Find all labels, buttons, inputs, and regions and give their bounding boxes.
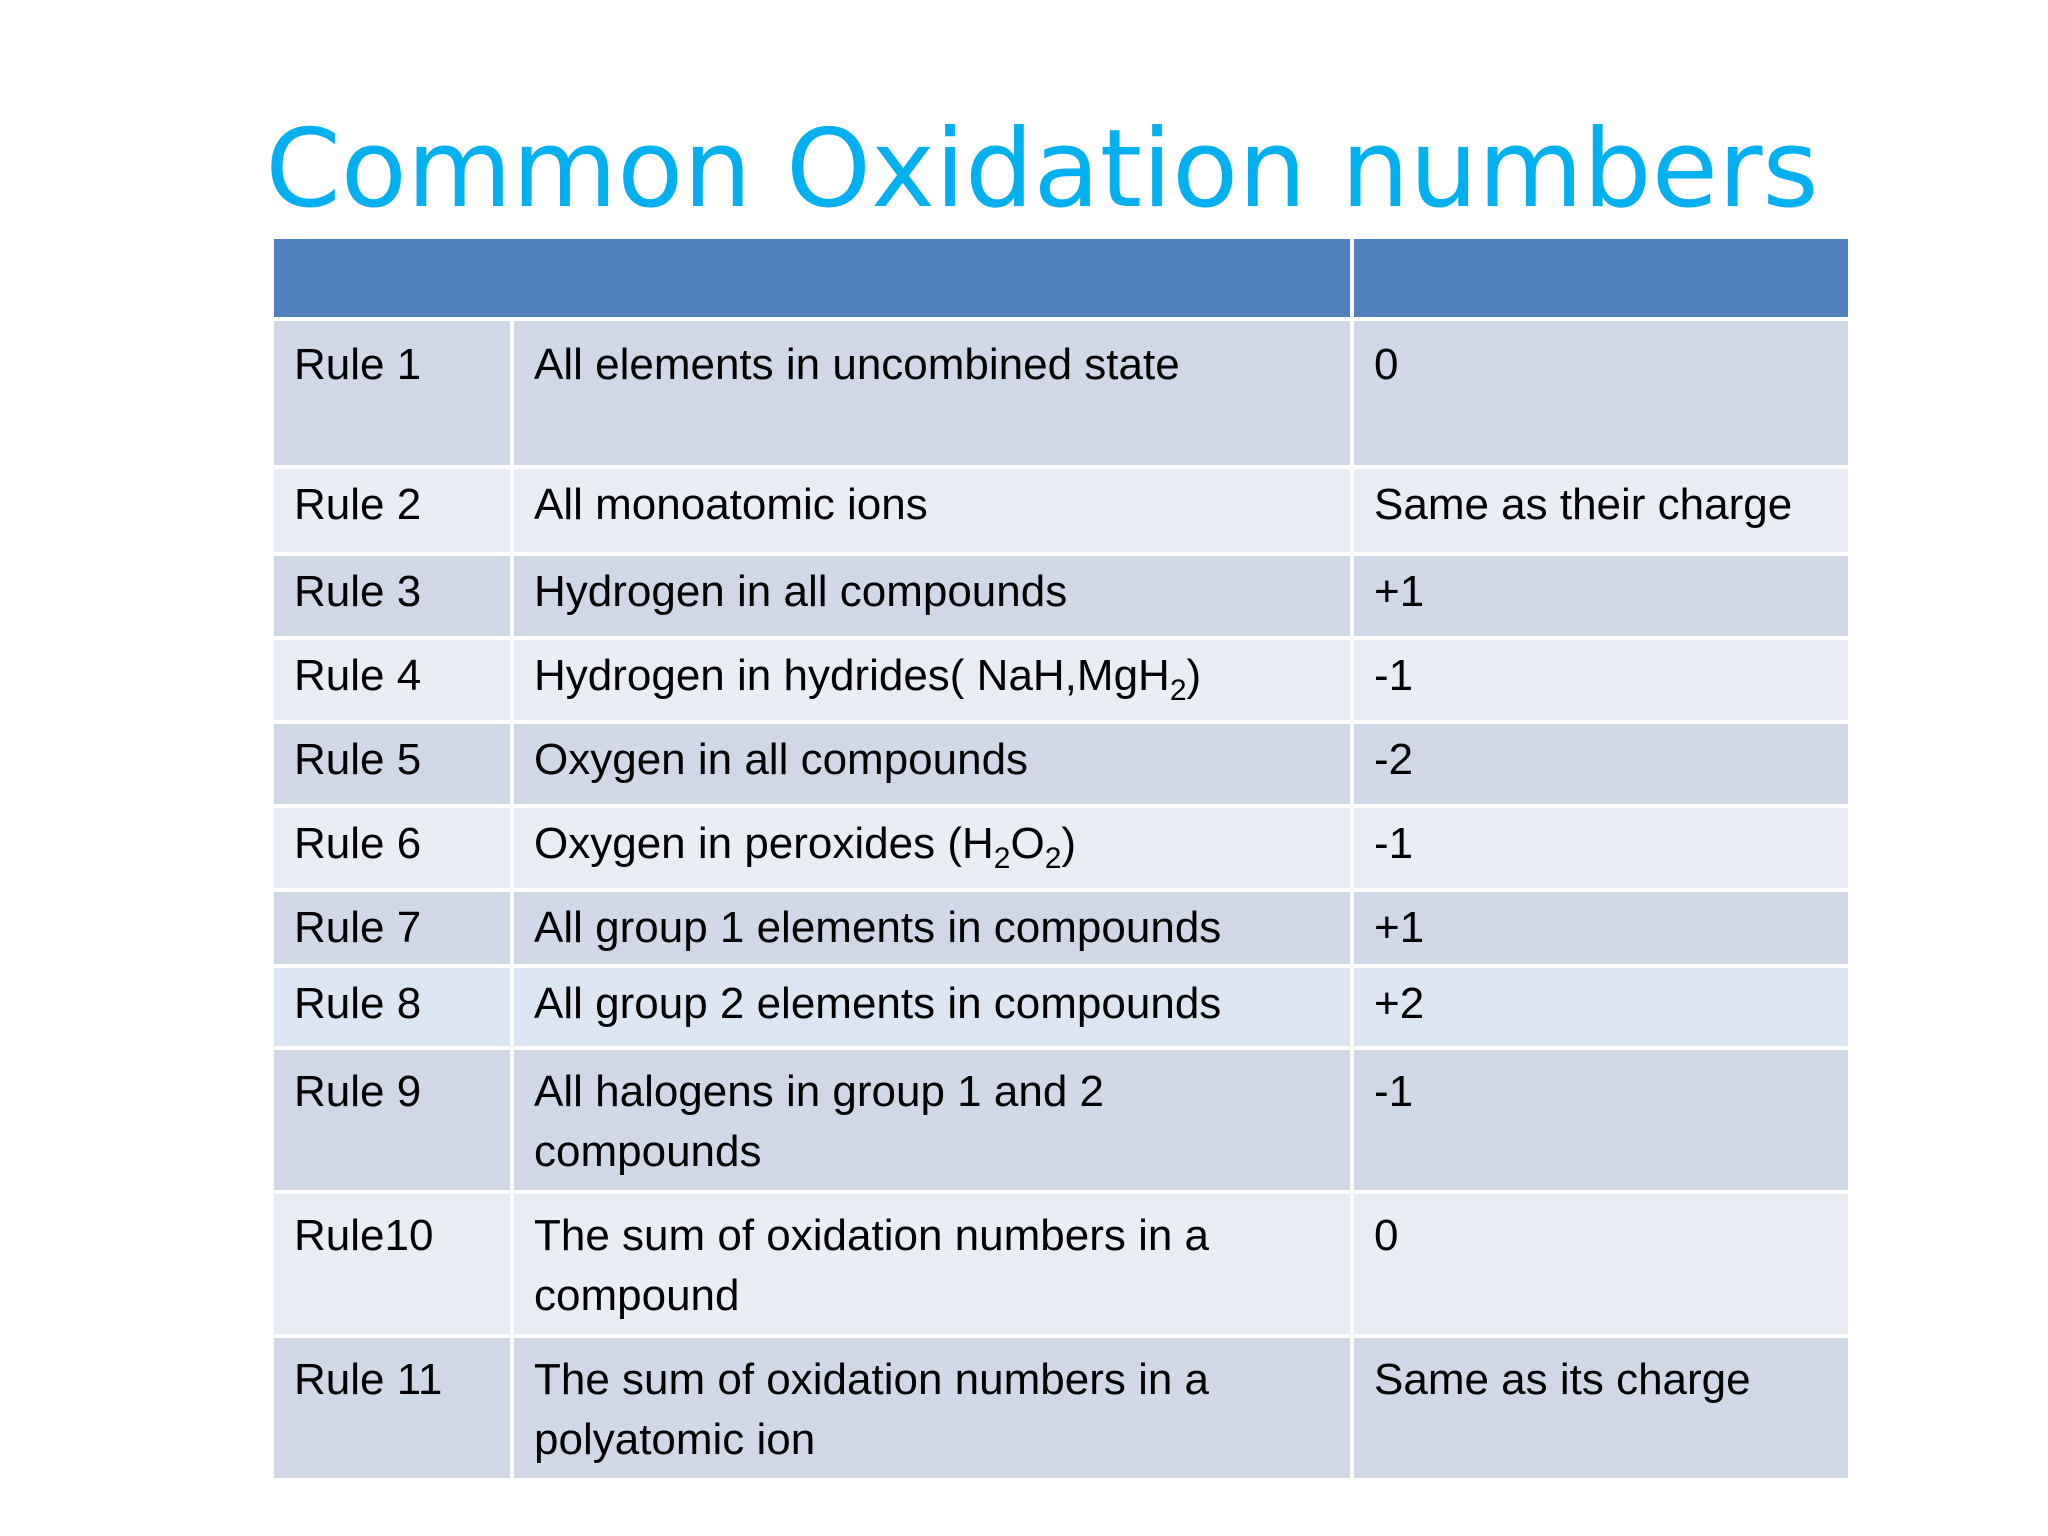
subscript: 2 [993,842,1011,875]
oxidation-value: -2 [1354,724,1848,804]
table-header-row [274,239,1848,317]
rule-description: Hydrogen in hydrides( NaH,MgH2) [514,640,1350,720]
subscript: 2 [1044,842,1062,875]
rule-number: Rule 11 [274,1338,510,1478]
desc-text: ) [1186,651,1202,700]
table-row: Rule10 The sum of oxidation numbers in a… [274,1194,1848,1334]
rule-number: Rule 1 [274,321,510,465]
header-cell-2 [1354,239,1848,317]
rule-number: Rule 9 [274,1050,510,1190]
desc-text: Hydrogen in hydrides( NaH,MgH [534,651,1170,700]
page-title: Common Oxidation numbers [265,107,1819,232]
desc-text: Oxygen in peroxides (H [534,819,994,868]
rule-description: Oxygen in peroxides (H2O2) [514,808,1350,888]
rule-description: All halogens in group 1 and 2 compounds [514,1050,1350,1190]
table-row: Rule 6 Oxygen in peroxides (H2O2) -1 [274,808,1848,888]
table-row: Rule 7 All group 1 elements in compounds… [274,892,1848,964]
table-row: Rule 9 All halogens in group 1 and 2 com… [274,1050,1848,1190]
oxidation-value: 0 [1354,1194,1848,1334]
table-row: Rule 2 All monoatomic ions Same as their… [274,469,1848,552]
oxidation-value: -1 [1354,808,1848,888]
desc-text: O [1010,819,1045,868]
table-row: Rule 4 Hydrogen in hydrides( NaH,MgH2) -… [274,640,1848,720]
rule-number: Rule 2 [274,469,510,552]
rule-description: The sum of oxidation numbers in a polyat… [514,1338,1350,1478]
table-row: Rule 8 All group 2 elements in compounds… [274,968,1848,1046]
rule-description: The sum of oxidation numbers in a compou… [514,1194,1350,1334]
rule-number: Rule10 [274,1194,510,1334]
table-row: Rule 3 Hydrogen in all compounds +1 [274,556,1848,636]
rule-number: Rule 6 [274,808,510,888]
oxidation-value: -1 [1354,1050,1848,1190]
oxidation-value: Same as its charge [1354,1338,1848,1478]
table-row: Rule 1 All elements in uncombined state … [274,321,1848,465]
rule-description: Oxygen in all compounds [514,724,1350,804]
rule-description: Hydrogen in all compounds [514,556,1350,636]
subscript: 2 [1169,674,1187,707]
oxidation-value: +1 [1354,892,1848,964]
rule-description: All group 1 elements in compounds [514,892,1350,964]
rule-description: All elements in uncombined state [514,321,1350,465]
oxidation-rules-table: Rule 1 All elements in uncombined state … [270,235,1852,1482]
oxidation-value: +2 [1354,968,1848,1046]
rule-description: All monoatomic ions [514,469,1350,552]
oxidation-value: -1 [1354,640,1848,720]
header-cell-1 [274,239,1350,317]
desc-text: ) [1061,819,1077,868]
rule-number: Rule 7 [274,892,510,964]
rule-number: Rule 8 [274,968,510,1046]
oxidation-value: Same as their charge [1354,469,1848,552]
rule-number: Rule 4 [274,640,510,720]
table-row: Rule 11 The sum of oxidation numbers in … [274,1338,1848,1478]
oxidation-value: 0 [1354,321,1848,465]
table-row: Rule 5 Oxygen in all compounds -2 [274,724,1848,804]
rule-number: Rule 3 [274,556,510,636]
rule-number: Rule 5 [274,724,510,804]
oxidation-value: +1 [1354,556,1848,636]
rule-description: All group 2 elements in compounds [514,968,1350,1046]
